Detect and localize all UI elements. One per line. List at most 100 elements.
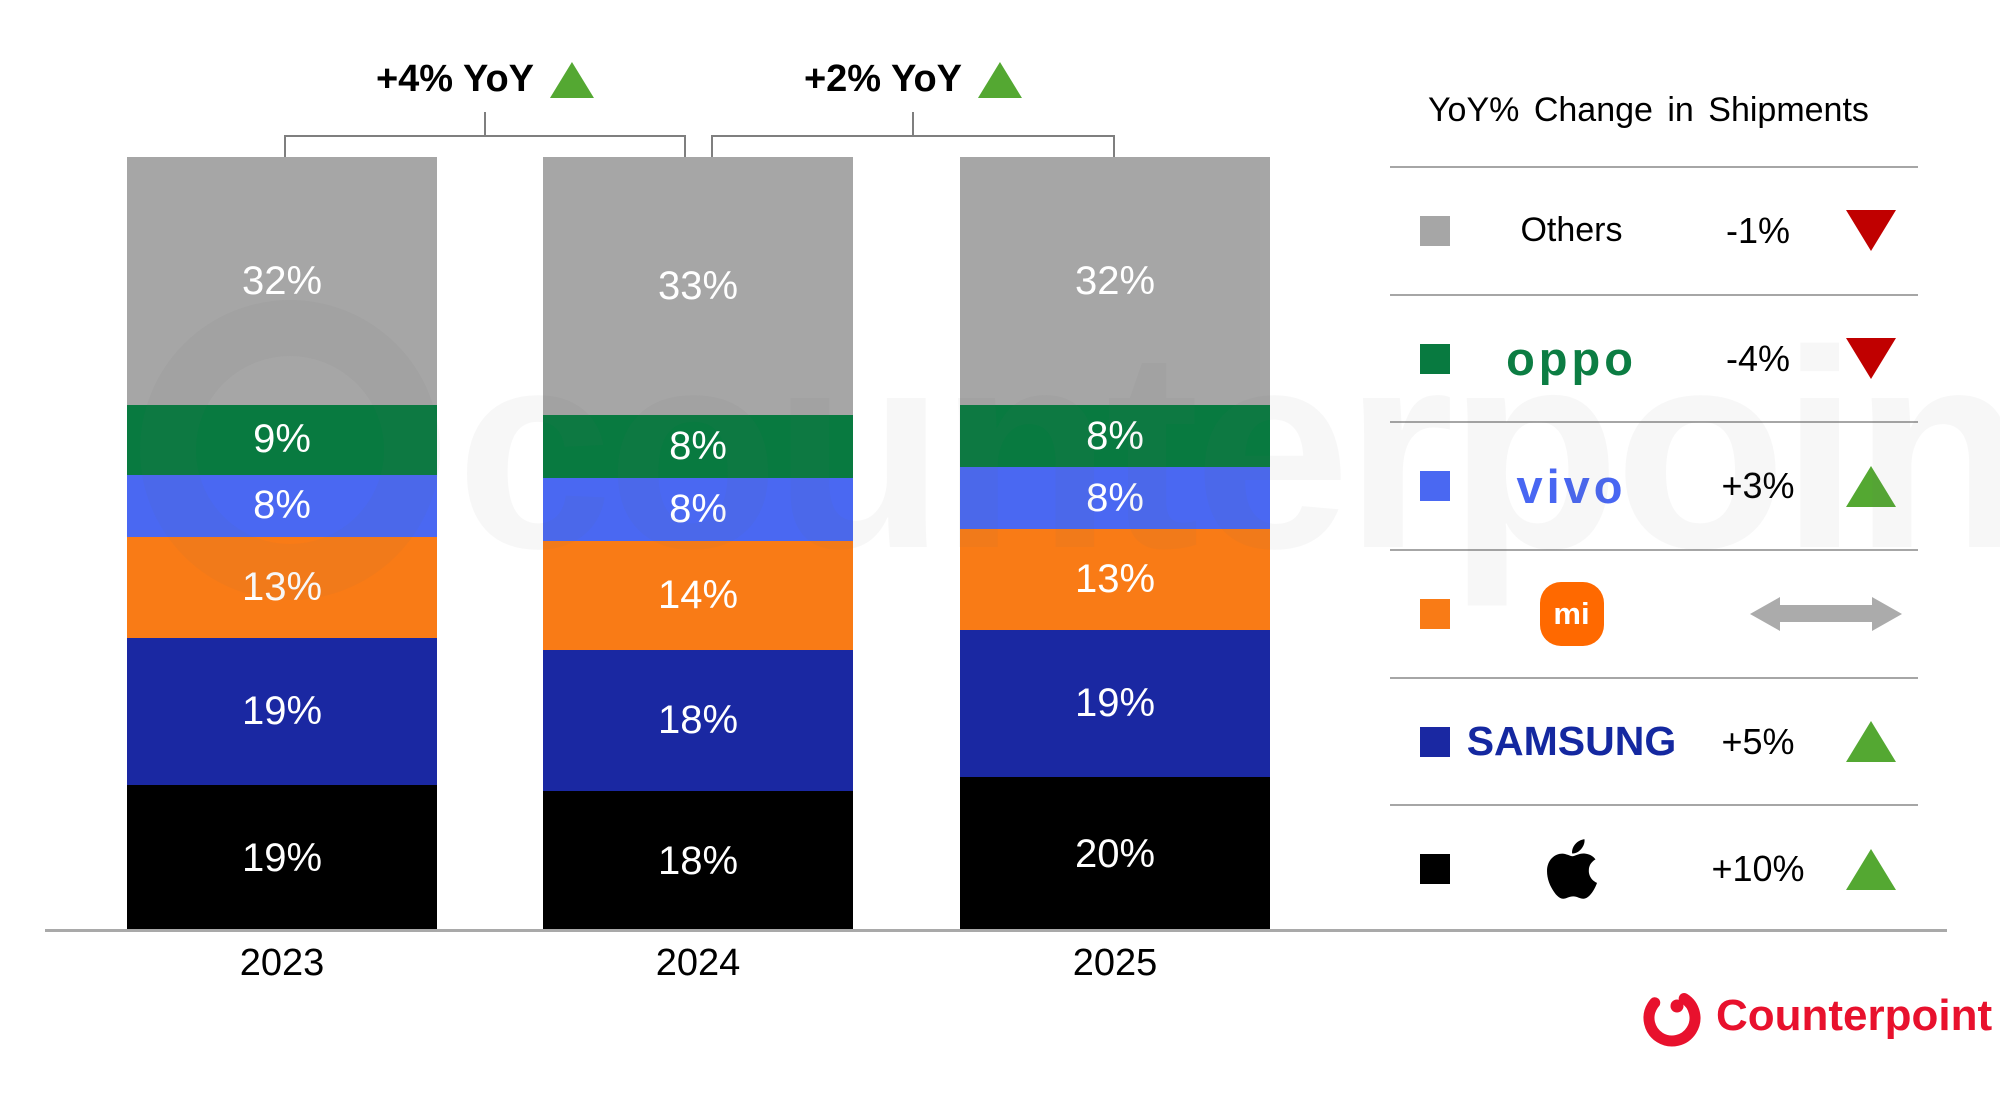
legend: YoY% Change in Shipments Others -1% oppo -4… <box>1390 55 1918 932</box>
trend-up-icon <box>1845 721 1896 763</box>
legend-change-value: -4% <box>1725 337 1791 379</box>
yoy-annotation-label: +2% YoY <box>803 58 963 100</box>
legend-swatch-others <box>1420 215 1450 246</box>
legend-swatch-apple <box>1420 854 1450 885</box>
bar-segment-xiaomi: 13% <box>127 536 437 638</box>
yoy-annotation-label: +4% YoY <box>375 58 535 100</box>
trend-up-icon <box>1845 465 1896 507</box>
legend-brand-xiaomi: mi <box>1450 581 1693 646</box>
legend-row-xiaomi: mi <box>1390 549 1918 677</box>
bar-segment-value: 8% <box>253 483 311 528</box>
legend-row-vivo: vivo +3% <box>1390 421 1918 549</box>
yoy-annotation: +4% YoY <box>375 58 595 101</box>
vivo-logo: vivo <box>1516 459 1627 513</box>
yoy-bracket-stem <box>484 112 486 137</box>
bar-2023: 19% 19% 13% 8% 9% 32% <box>127 157 437 932</box>
bar-segment-samsung: 19% <box>960 629 1270 777</box>
bar-segment-value: 8% <box>669 424 727 469</box>
legend-change-value: +3% <box>1721 465 1795 507</box>
bar-segment-oppo: 8% <box>543 415 853 478</box>
xiaomi-mi-logo-text: mi <box>1553 595 1590 631</box>
bar-segment-oppo: 9% <box>127 405 437 475</box>
legend-row-oppo: oppo -4% <box>1390 293 1918 422</box>
xiaomi-mi-logo: mi <box>1539 581 1604 646</box>
bar-segment-value: 19% <box>241 835 323 880</box>
bar-segment-value: 8% <box>669 486 727 531</box>
x-axis-line <box>45 929 1947 932</box>
yoy-bracket-tick <box>284 135 286 157</box>
bar-segment-xiaomi: 14% <box>543 540 853 651</box>
legend-brand-samsung: SAMSUNG <box>1450 721 1693 762</box>
bar-segment-apple: 19% <box>127 784 437 932</box>
yoy-bracket-tick <box>1113 135 1115 157</box>
legend-brand-apple <box>1450 835 1693 903</box>
legend-trend <box>1823 848 1918 890</box>
bar-segment-value: 20% <box>1074 832 1156 876</box>
bar-segment-vivo: 8% <box>127 474 437 537</box>
apple-logo-icon <box>1546 839 1597 899</box>
bar-2025: 20% 19% 13% 8% 8% 32% <box>960 157 1270 932</box>
bar-segment-value: 9% <box>253 417 311 462</box>
legend-trend <box>1823 338 1918 379</box>
trend-flat-icon <box>1749 596 1902 631</box>
legend-swatch-samsung <box>1420 726 1450 757</box>
bar-segment-samsung: 19% <box>127 637 437 785</box>
legend-change-value: -1% <box>1725 209 1791 251</box>
flat-arrow-right <box>1871 596 1902 631</box>
bar-segment-vivo: 8% <box>543 477 853 541</box>
legend-swatch-xiaomi <box>1420 598 1450 629</box>
bar-segment-value: 18% <box>657 839 739 884</box>
samsung-logo: SAMSUNG <box>1466 718 1677 765</box>
bar-segment-value: 14% <box>657 572 739 617</box>
x-axis-label-2024: 2024 <box>655 942 741 984</box>
legend-trend <box>1823 210 1918 252</box>
bar-segment-value: 19% <box>1074 680 1156 725</box>
bar-segment-oppo: 8% <box>960 405 1270 467</box>
trend-up-icon <box>1845 848 1896 890</box>
trend-up-icon <box>550 61 595 98</box>
bar-segment-others: 32% <box>960 157 1270 405</box>
bar-segment-value: 13% <box>241 564 323 609</box>
bar-segment-value: 13% <box>1074 556 1156 601</box>
bar-segment-value: 19% <box>241 688 323 733</box>
counterpoint-logo-text: Counterpoint <box>1716 991 1993 1040</box>
legend-trend <box>1823 465 1918 507</box>
legend-change-value: +5% <box>1721 720 1795 762</box>
legend-brand-others: Others <box>1450 211 1693 250</box>
legend-rows: Others -1% oppo -4% vivo +3% mi SAMSUNG +5% +10% <box>1390 166 1918 932</box>
bar-segment-value: 33% <box>657 263 739 308</box>
oppo-logo: oppo <box>1506 332 1637 385</box>
trend-down-icon <box>1845 210 1896 252</box>
legend-row-samsung: SAMSUNG +5% <box>1390 676 1918 805</box>
legend-row-others: Others -1% <box>1390 166 1918 294</box>
x-axis-label-2023: 2023 <box>239 942 325 984</box>
bar-segment-xiaomi: 13% <box>960 529 1270 630</box>
legend-trend <box>1823 721 1918 763</box>
yoy-annotation: +2% YoY <box>803 58 1023 101</box>
bar-segment-others: 33% <box>543 157 853 416</box>
bar-segment-samsung: 18% <box>543 650 853 792</box>
legend-brand-label: Others <box>1520 211 1623 250</box>
bar-segment-value: 32% <box>241 258 323 303</box>
bar-segment-vivo: 8% <box>960 467 1270 529</box>
legend-row-apple: +10% <box>1390 804 1918 932</box>
counterpoint-mark-icon <box>1643 989 1701 1047</box>
trend-up-icon <box>978 61 1023 98</box>
bar-segment-value: 8% <box>1086 475 1144 520</box>
legend-trend <box>1749 596 1918 631</box>
bar-segment-value: 18% <box>657 698 739 743</box>
bar-2024: 18% 18% 14% 8% 8% 33% <box>543 157 853 932</box>
bar-segment-value: 8% <box>1086 413 1144 458</box>
trend-down-icon <box>1845 338 1896 379</box>
yoy-bracket-tick <box>711 135 713 157</box>
counterpoint-logo: Counterpoint <box>1640 982 1992 1050</box>
bar-segment-others: 32% <box>127 157 437 405</box>
flat-arrow-left <box>1749 596 1780 631</box>
legend-change-value: +10% <box>1711 848 1805 890</box>
yoy-bracket-tick <box>684 135 686 157</box>
flat-arrow-bar <box>1779 605 1872 623</box>
x-axis-label-2025: 2025 <box>1072 942 1158 984</box>
bar-segment-apple: 20% <box>960 777 1270 932</box>
legend-swatch-oppo <box>1420 343 1450 374</box>
